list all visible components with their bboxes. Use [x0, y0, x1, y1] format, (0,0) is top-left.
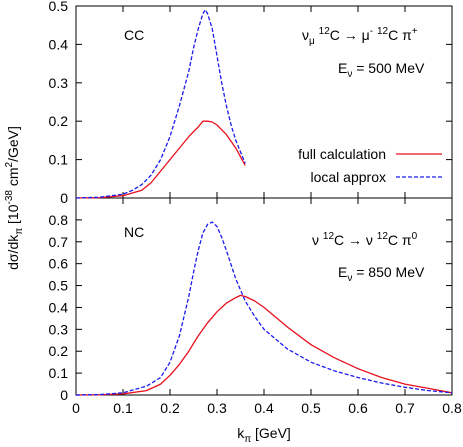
nc-reaction-label: ν 12C → ν 12C π0	[312, 231, 418, 248]
nc-y-tick-label: 0.8	[49, 212, 69, 228]
cc-y-tick-label: 0.3	[49, 75, 69, 91]
cc-series-local-approx	[75, 9, 246, 199]
nc-x-tick-label: 0.7	[395, 400, 415, 416]
nc-y-tick-label: 0.3	[49, 321, 69, 337]
nc-y-tick-label: 0.1	[49, 365, 69, 381]
nc-y-tick-label: 0.2	[49, 343, 69, 359]
nc-y-tick-label: 0	[60, 387, 68, 403]
nc-panel-tag: NC	[124, 224, 144, 240]
nc-series-full-calculation	[75, 294, 453, 396]
nc-x-tick-label: 0.2	[160, 400, 180, 416]
nc-x-tick-label: 0.8	[442, 400, 462, 416]
nc-y-tick-label: 0.4	[49, 299, 69, 315]
nc-x-tick-label: 0	[72, 400, 80, 416]
nc-y-tick-label: 0.7	[49, 234, 69, 250]
nc-y-tick-label: 0.5	[49, 278, 69, 294]
x-axis-label: kπ [GeV]	[237, 425, 291, 445]
nc-x-tick-label: 0.3	[207, 400, 227, 416]
nc-series-local-approx	[75, 221, 453, 396]
cc-y-tick-label: 0	[60, 190, 68, 206]
axes-layer: 0 0.1 0.2 0.3 0.4 0.5 0 0.1 0.2 0.3 0.4 0.5 0.6 0.7 0.…	[49, 0, 462, 416]
cc-panel-tag: CC	[124, 27, 144, 43]
series-layer	[75, 9, 453, 396]
nc-energy-label: Eν = 850 MeV	[338, 264, 425, 284]
nc-x-tick-label: 0.4	[254, 400, 274, 416]
cc-y-tick-label: 0.2	[49, 113, 69, 129]
nc-y-tick-label: 0.6	[49, 256, 69, 272]
cc-y-tick-label: 0.5	[49, 0, 69, 14]
cc-y-tick-label: 0.4	[49, 36, 69, 52]
nc-x-tick-label: 0.5	[301, 400, 321, 416]
legend-label-local-approx: local approx	[311, 169, 387, 185]
cc-series-full-calculation	[75, 120, 246, 199]
nc-x-tick-label: 0.1	[113, 400, 133, 416]
cc-reaction-label: νμ 12C → μ- 12C π+	[302, 26, 418, 47]
cc-energy-label: Eν = 500 MeV	[338, 60, 425, 80]
nc-x-tick-label: 0.6	[348, 400, 368, 416]
y-axis-label: dσ/dkπ [10-38 cm2/GeV]	[4, 126, 25, 270]
legend-label-full-calculation: full calculation	[298, 146, 386, 162]
cc-y-tick-label: 0.1	[49, 152, 69, 168]
